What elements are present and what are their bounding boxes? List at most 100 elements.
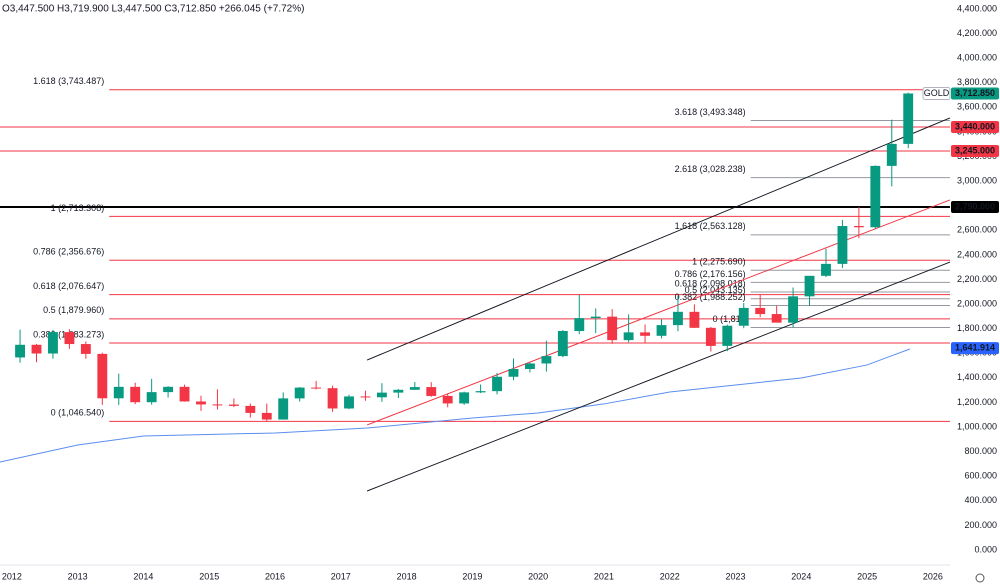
candle-body (327, 388, 338, 409)
candle-body (212, 404, 223, 406)
price-tag-label: 3,440.000 (955, 121, 995, 131)
candle-body (294, 387, 305, 399)
candle-body (738, 307, 749, 326)
candle-body (475, 391, 486, 393)
candle-body (755, 307, 766, 315)
candle-body (146, 392, 157, 403)
y-tick-label: 3,600.000 (957, 102, 997, 112)
candle-body (344, 396, 354, 409)
candle-body (673, 311, 683, 326)
level-label: 1.618 (3,743.487) (33, 76, 104, 86)
candle-body (360, 396, 371, 398)
candle-body (442, 395, 453, 404)
candle-body (261, 412, 272, 420)
candle-body (607, 316, 618, 341)
ohlc-header: O3,447.500 H3,719.900 L3,447.500 C3,712.… (2, 4, 304, 15)
candle-body (903, 93, 914, 144)
y-tick-label: 1,000.000 (957, 421, 997, 431)
x-tick-label: 2022 (660, 571, 680, 581)
y-tick-label: 3,800.000 (957, 77, 997, 87)
level-label: 0 (1,810 (713, 314, 746, 324)
settings-button[interactable] (975, 573, 985, 583)
candle-body (804, 275, 815, 297)
trend-line (366, 199, 951, 426)
x-tick-label: 2015 (199, 571, 219, 581)
candle-body (15, 344, 25, 358)
candle-body (821, 263, 831, 276)
candle-body (771, 314, 782, 323)
price-tag (951, 145, 999, 158)
level-label: 1.618 (2,563.128) (675, 221, 746, 231)
candle-body (409, 387, 420, 390)
x-tick-label: 2026 (923, 571, 943, 581)
x-tick-label: 2023 (726, 571, 746, 581)
candle-body (689, 311, 700, 328)
candle-body (557, 331, 568, 357)
candle-body (48, 332, 58, 354)
x-tick-label: 2016 (265, 571, 285, 581)
candle-body (311, 387, 322, 389)
price-tag (951, 87, 999, 100)
level-label: 2.618 (3,028.238) (675, 164, 746, 174)
symbol-tag (922, 86, 951, 100)
x-tick-label: 2012 (2, 571, 22, 581)
moving-average-line (0, 348, 911, 463)
symbol-label: GOLD (924, 88, 950, 98)
x-tick-label: 2014 (133, 571, 153, 581)
plot-area: 1.618 (3,743.487) 1 (2,713.308) 0.786 (2,3… (0, 76, 951, 492)
candle-body (228, 404, 239, 406)
candle-body (163, 386, 174, 393)
candle-body (80, 344, 91, 354)
level-label: 0.618 (2,098.018) (675, 278, 746, 288)
y-tick-label: 1,800.000 (957, 323, 997, 333)
candle-body (130, 386, 141, 403)
price-tag-label: 3,712.850 (955, 88, 995, 98)
level-label: 1 (2,275.690) (692, 257, 746, 267)
y-tick-label: 1,400.000 (957, 372, 997, 382)
y-tick-label: 400.000 (964, 495, 997, 505)
candle-body (853, 226, 864, 228)
candle-body (459, 392, 470, 404)
candle-body (525, 363, 535, 370)
y-tick-label: 4,000.000 (957, 53, 997, 63)
y-tick-label: 2,200.000 (957, 274, 997, 284)
candle-body (426, 387, 437, 396)
candle-body (492, 376, 502, 392)
candle-body (837, 226, 848, 264)
candle-body (541, 356, 552, 364)
candle-body (245, 405, 256, 413)
x-tick-label: 2019 (462, 571, 482, 581)
price-tag-label: 2,790.000 (955, 201, 995, 211)
candle-body (788, 296, 799, 323)
candle-body (393, 389, 404, 393)
x-tick-label: 2025 (857, 571, 877, 581)
y-tick-label: 2,400.000 (957, 249, 997, 259)
candle-body (196, 401, 206, 405)
level-label: 0.786 (2,176.156) (675, 269, 746, 279)
x-tick-label: 2024 (791, 571, 811, 581)
candle-body (623, 332, 634, 341)
level-label: 0 (1,046.540) (51, 408, 105, 418)
x-tick-label: 2021 (594, 571, 614, 581)
y-tick-label: 2,600.000 (957, 225, 997, 235)
candle-body (705, 327, 716, 346)
y-tick-label: 800.000 (964, 446, 997, 456)
candle-body (574, 318, 585, 332)
candle-body (113, 386, 124, 399)
level-label: 0.786 (2,356.676) (33, 247, 104, 257)
candle-body (31, 344, 42, 354)
price-tag (951, 342, 999, 355)
y-tick-label: 200.000 (964, 520, 997, 530)
price-tag (951, 200, 999, 213)
candle-body (722, 325, 733, 346)
x-tick-label: 2018 (397, 571, 417, 581)
x-tick-label: 2017 (331, 571, 351, 581)
price-tag-label: 3,245.000 (955, 145, 995, 155)
y-tick-label: 2,000.000 (957, 298, 997, 308)
candle-body (376, 392, 387, 398)
y-tick-label: 3,000.000 (957, 176, 997, 186)
y-tick-label: 1,200.000 (957, 397, 997, 407)
candle-body (97, 353, 108, 399)
trend-line (366, 261, 951, 492)
